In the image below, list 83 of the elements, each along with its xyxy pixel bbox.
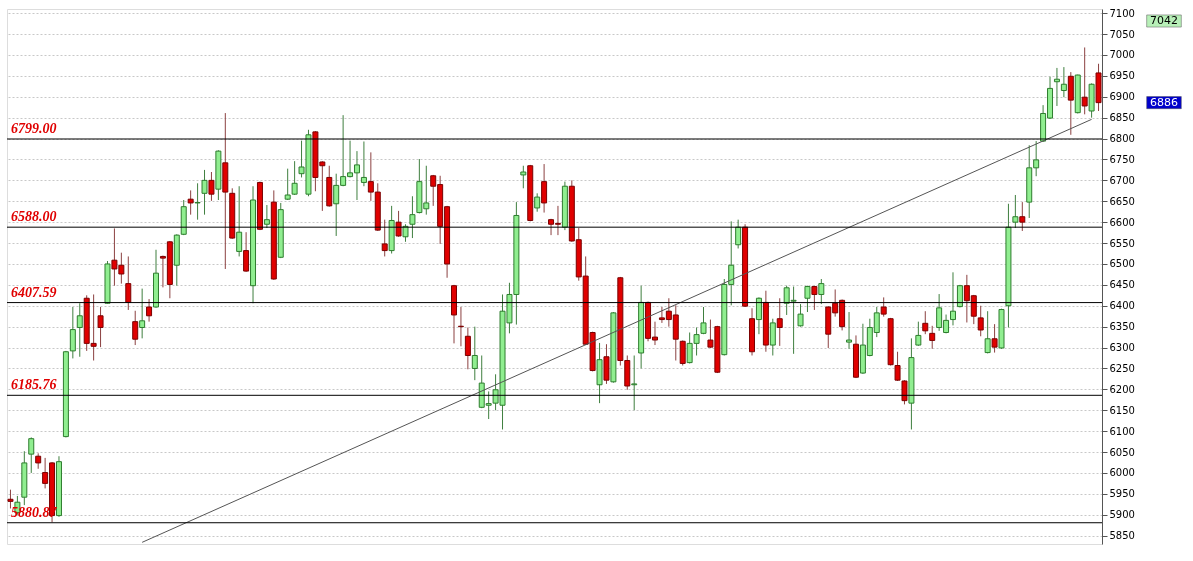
y-tick-label: 6150 [1109,404,1135,416]
y-tick-label: 6950 [1109,70,1135,82]
candlestick [804,285,811,313]
y-tick-label: 7000 [1109,49,1135,61]
candlestick [97,306,104,348]
candlestick [1053,67,1060,107]
candlestick [236,185,243,257]
y-tick-label: 6700 [1109,174,1135,186]
candlestick [7,489,14,509]
y-tick-label: 6600 [1109,216,1135,228]
candlestick [915,321,922,347]
candlestick [409,195,416,239]
y-tick-label: 6900 [1109,91,1135,103]
candlestick [797,303,804,328]
y-tick-label: 5850 [1109,530,1135,542]
y-tick-label: 6050 [1109,446,1135,458]
candlestick [631,355,638,411]
candlestick [977,305,984,337]
y-tick-label: 6750 [1109,153,1135,165]
candlestick [700,306,707,335]
y-tick-label: 6350 [1109,321,1135,333]
candlestick [679,339,686,367]
y-tick-label: 6250 [1109,362,1135,374]
candlestick [208,171,215,202]
candlestick [534,192,541,213]
candlestick [929,325,936,350]
y-tick-label: 7050 [1109,28,1135,40]
y-tick-label: 6000 [1109,467,1135,479]
candlestick [28,436,35,474]
candlestick [1067,71,1074,136]
y-tick-label: 6200 [1109,383,1135,395]
ref-line-label: 6407.59 [11,284,57,300]
y-tick-label: 6400 [1109,300,1135,312]
y-tick-label: 6800 [1109,133,1135,145]
candlestick [950,271,956,326]
candlestick [360,141,367,187]
y-tick-label: 6850 [1109,112,1135,124]
candlestick [520,165,527,189]
y-tick-label: 6100 [1109,425,1135,437]
candlestick [471,326,478,381]
candlestick [735,219,742,249]
candlestick [1012,194,1019,229]
candlestick [811,285,818,311]
y-tick-label: 6650 [1109,195,1135,207]
candlestick [984,310,991,354]
candlestick [846,311,853,350]
candlestick [194,182,201,221]
candlestick [991,323,998,354]
y-tick-label: 7100 [1109,7,1135,19]
candlestick [243,231,250,273]
candlestick [818,278,825,305]
y-tick-label: 5900 [1109,509,1135,521]
ref-line-label: 6588.00 [11,209,57,225]
candlestick [1081,46,1088,115]
candlestick [1060,66,1067,98]
candlestick [769,318,776,356]
candlestick [1019,201,1026,232]
text: 7042 [1150,14,1178,27]
candlestick [541,163,548,214]
candlestick [395,210,402,238]
candlestick [201,169,208,216]
candlestick [125,255,132,311]
y-tick-label: 5950 [1109,488,1135,500]
candlestick [381,219,388,257]
candlestick [263,204,270,229]
y-tick-label: 6300 [1109,342,1135,354]
ref-line-label: 6799.00 [11,120,57,136]
y-tick-label: 6550 [1109,237,1135,249]
text: 6886 [1150,95,1178,109]
ref-line-label: 6185.76 [11,377,57,393]
y-tick-label: 6450 [1109,279,1135,291]
candlestick [776,297,783,347]
candlestick [880,296,887,318]
candlestick [464,326,471,370]
candlestick [922,310,929,335]
candlestick [76,302,83,358]
y-tick-label: 6500 [1109,258,1135,270]
candlestick [603,343,610,385]
candlestick [755,296,762,335]
candlestick [132,310,139,346]
candlestick [146,298,153,323]
candlestick [187,189,194,216]
candlestick [139,288,146,339]
